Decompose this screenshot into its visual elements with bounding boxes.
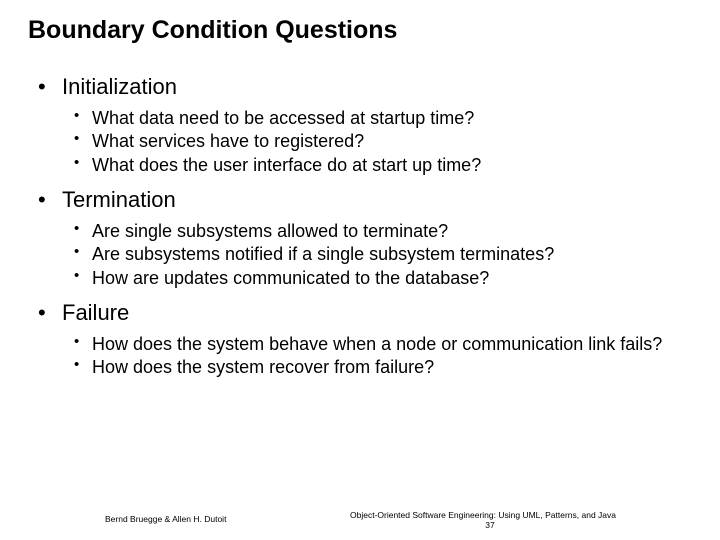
- list-item: How are updates communicated to the data…: [74, 267, 692, 290]
- list-item: What data need to be accessed at startup…: [74, 107, 692, 130]
- sub-list: Are single subsystems allowed to termina…: [62, 220, 692, 290]
- footer-page-number: 37: [350, 520, 630, 530]
- slide-title: Boundary Condition Questions: [28, 16, 692, 45]
- section-termination: Termination Are single subsystems allowe…: [38, 186, 692, 289]
- footer-book-title: Object-Oriented Software Engineering: Us…: [350, 510, 616, 520]
- bullet-list: Initialization What data need to be acce…: [28, 73, 692, 379]
- list-item: What does the user interface do at start…: [74, 154, 692, 177]
- footer-authors: Bernd Bruegge & Allen H. Dutoit: [105, 514, 226, 524]
- list-item: Are single subsystems allowed to termina…: [74, 220, 692, 243]
- slide: Boundary Condition Questions Initializat…: [0, 0, 720, 540]
- list-item: How does the system recover from failure…: [74, 356, 692, 379]
- section-heading: Initialization: [62, 74, 177, 99]
- list-item: What services have to registered?: [74, 130, 692, 153]
- section-heading: Termination: [62, 187, 176, 212]
- section-initialization: Initialization What data need to be acce…: [38, 73, 692, 176]
- sub-list: How does the system behave when a node o…: [62, 333, 692, 379]
- section-failure: Failure How does the system behave when …: [38, 299, 692, 379]
- list-item: Are subsystems notified if a single subs…: [74, 243, 692, 266]
- section-heading: Failure: [62, 300, 129, 325]
- list-item: How does the system behave when a node o…: [74, 333, 692, 356]
- sub-list: What data need to be accessed at startup…: [62, 107, 692, 177]
- footer-book: Object-Oriented Software Engineering: Us…: [350, 510, 630, 530]
